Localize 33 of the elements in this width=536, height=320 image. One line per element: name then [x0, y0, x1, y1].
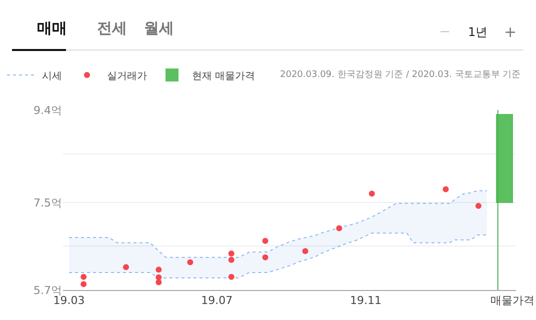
point	[187, 259, 194, 266]
y-tick-label: 9.4억	[34, 104, 62, 117]
text: +	[504, 23, 517, 41]
point	[228, 250, 234, 257]
text: 매매	[37, 19, 67, 37]
legend-label: 실거래가	[107, 70, 147, 82]
text: −	[439, 24, 451, 40]
x-tick-label: 매물가격	[490, 294, 534, 308]
legend-label: 시세	[42, 70, 62, 82]
y-tick-label: 5.7억	[34, 284, 62, 297]
point	[80, 274, 87, 280]
point	[80, 281, 87, 288]
point	[475, 202, 482, 209]
point	[228, 256, 234, 263]
point	[262, 254, 268, 260]
text: 1년	[468, 25, 488, 39]
point	[262, 238, 268, 244]
point	[368, 190, 375, 197]
point	[156, 266, 162, 273]
point	[302, 248, 308, 254]
point	[336, 225, 342, 232]
legend-label: 현재 매물가격	[192, 70, 256, 82]
point	[228, 274, 234, 280]
point	[442, 186, 449, 192]
text: 전세	[97, 19, 127, 37]
x-tick-label: 19.11	[350, 294, 382, 308]
y-tick-label: 7.5억	[34, 196, 62, 210]
text: 2020.03.09. 한국감정원 기준 / 2020.03. 국토교통부 기준	[280, 70, 521, 80]
text: 월세	[144, 19, 174, 37]
point	[122, 264, 129, 270]
x-tick-label: 19.03	[53, 294, 85, 308]
x-tick-label: 19.07	[201, 294, 233, 308]
point	[156, 279, 162, 286]
